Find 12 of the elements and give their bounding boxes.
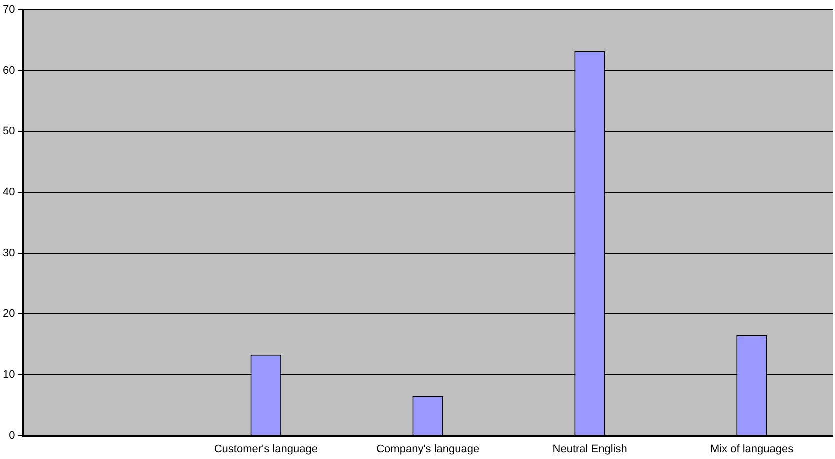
y-tick-label: 0 [9,430,16,442]
x-tick-label: Neutral English [552,443,628,456]
y-tick-label: 20 [2,308,16,320]
y-tick-label: 40 [2,186,16,199]
y-tick-label: 70 [2,4,16,16]
x-tick-label: Company's language [376,443,480,456]
x-tick-label: Mix of languages [710,443,794,456]
y-tick-label: 60 [2,64,16,77]
y-tick-label: 30 [2,247,16,260]
y-tick-label: 50 [2,126,16,138]
x-tick-label: Customer's language [214,443,318,456]
y-tick-label: 10 [2,369,16,382]
